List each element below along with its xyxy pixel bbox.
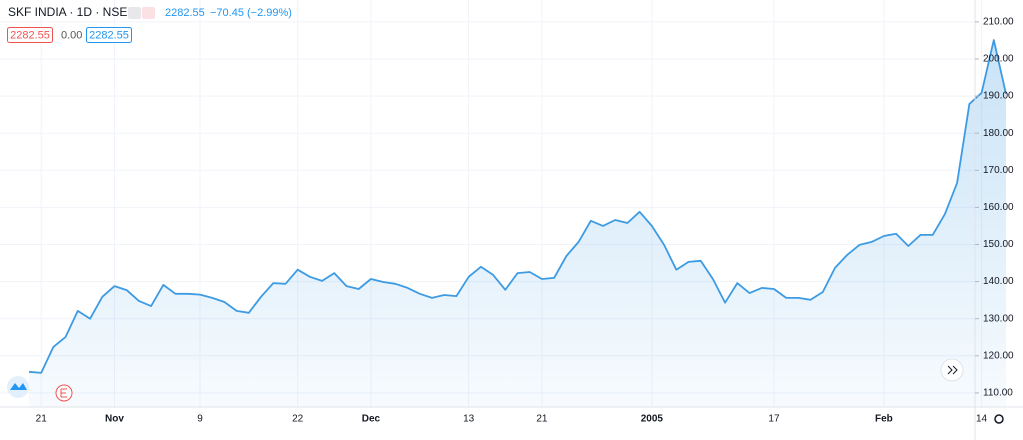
y-tick-label: 180.00 [983,128,1014,139]
y-tick-label: 110.00 [983,388,1013,399]
y-tick-label: 140.00 [983,276,1014,287]
x-tick-label: 21 [36,414,48,425]
x-tick-label: Feb [875,414,893,425]
legend-box [86,27,132,43]
y-tick-label: 190.00 [983,91,1014,102]
y-tick-label: 200.00 [983,54,1014,65]
x-tick-label: Dec [362,414,381,425]
legend-value: 2282.55 [10,29,50,41]
x-tick-label: 14 [976,414,988,425]
y-tick-label: 150.00 [983,239,1014,250]
y-tick-label: 130.00 [983,313,1014,324]
y-tick-label: 160.00 [983,202,1014,213]
event-icon [60,388,67,398]
icon-button[interactable] [142,7,155,19]
symbol-title: SKF INDIA · 1D · NSE [8,5,127,19]
x-tick-label: 17 [768,414,780,425]
y-tick-label: 210.00 [983,17,1014,28]
area [29,40,1006,407]
x-tick-label: 13 [463,414,475,425]
x-tick-label: Nov [105,414,124,425]
line [28,39,1007,374]
price: 2282.55 [165,7,205,19]
plot [28,39,1007,407]
y-tick-label: 120.00 [983,350,1014,361]
change: −70.45 (−2.99%) [210,7,292,19]
y-tick-label: 170.00 [983,165,1014,176]
x-tick-label: 22 [292,414,304,425]
scroll-icon [947,365,958,375]
axes: 110.00120.00130.00140.00150.00160.00170.… [36,17,1014,425]
logo-icon [10,383,27,390]
x-tick-label: 9 [197,414,203,425]
settings-button[interactable] [994,414,1004,424]
x-tick-label: 2005 [641,414,664,425]
icon-button[interactable] [128,7,141,19]
legend-value: 0.00 [61,29,82,41]
legend-box [7,27,53,43]
legend-value: 2282.55 [89,29,129,41]
x-tick-label: 21 [536,414,548,425]
